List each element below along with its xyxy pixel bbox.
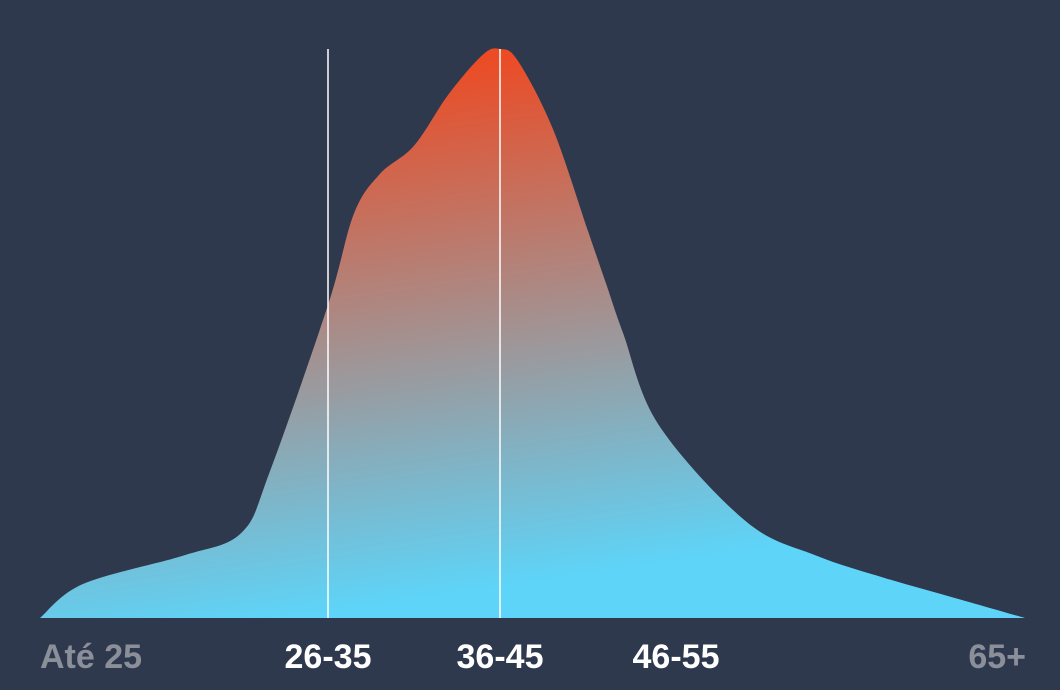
x-tick-label: Até 25 xyxy=(40,638,142,676)
distribution-area xyxy=(40,48,1025,618)
x-axis-tick-labels: Até 25 26-35 36-45 46-55 65+ xyxy=(40,638,1026,676)
x-tick-label: 26-35 xyxy=(285,638,372,676)
x-tick-label: 36-45 xyxy=(457,638,544,676)
marker-lines xyxy=(327,49,501,618)
x-tick-label: 46-55 xyxy=(633,638,720,676)
x-tick-label: 65+ xyxy=(968,638,1026,676)
